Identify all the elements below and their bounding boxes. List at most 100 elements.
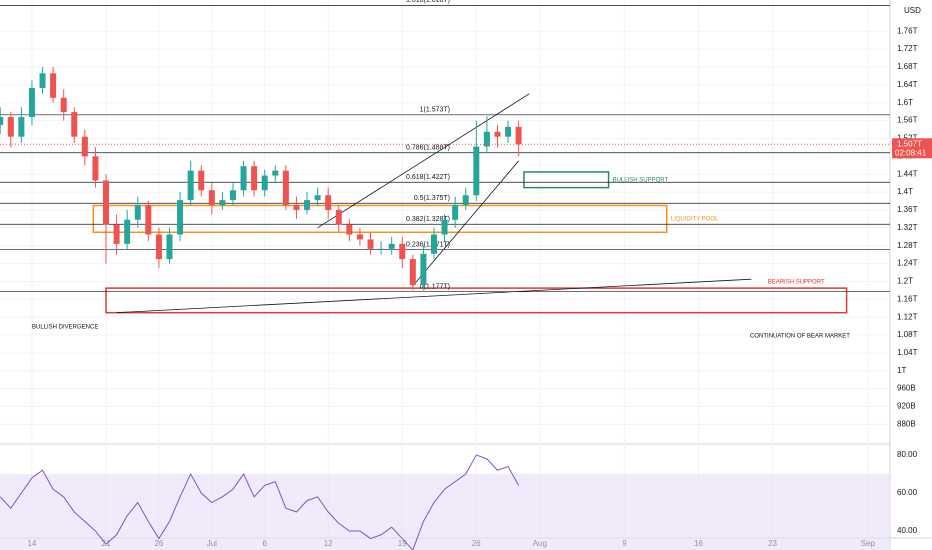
- zone-label: BULLISH SUPPORT: [613, 177, 669, 183]
- candle-body: [187, 170, 194, 201]
- candle-body: [452, 205, 459, 220]
- candle-body: [293, 205, 300, 210]
- candle-body: [399, 243, 406, 260]
- candle-body: [60, 97, 67, 113]
- candle-body: [282, 170, 289, 206]
- rsi-band: [0, 474, 890, 550]
- y-tick-label: 1.44T: [897, 169, 918, 178]
- y-tick-label: 960B: [897, 384, 916, 393]
- y-tick-label: 1.68T: [897, 62, 918, 71]
- y-tick-label: 1.32T: [897, 223, 918, 232]
- y-tick-label: 60.00: [897, 488, 918, 497]
- annotation: BULLISH DIVERGENCE: [32, 325, 98, 331]
- y-tick-label: 1.52T: [897, 134, 918, 143]
- candle-body: [346, 224, 353, 235]
- y-tick-label: 80.00: [897, 450, 918, 459]
- candle-body: [71, 112, 78, 137]
- candle-body: [81, 136, 88, 157]
- fib-label: 0.618(1.422T): [406, 174, 450, 181]
- candle-body: [388, 243, 395, 249]
- candle-body: [198, 170, 205, 191]
- candle-body: [103, 180, 110, 225]
- zone: [105, 287, 848, 314]
- candle-body: [251, 166, 258, 191]
- candle-body: [28, 87, 35, 118]
- countdown: 02:08:41: [895, 148, 927, 157]
- y-tick-label: 1.6T: [897, 98, 913, 107]
- y-tick-label: 1.2T: [897, 277, 913, 286]
- candle-body: [50, 73, 57, 98]
- y-tick-label: 1.36T: [897, 205, 918, 214]
- candle-body: [229, 190, 236, 201]
- candle-body: [367, 239, 374, 249]
- candle-body: [240, 166, 247, 191]
- candle-body: [219, 200, 226, 206]
- y-tick-label: 1.08T: [897, 330, 918, 339]
- candle-body: [430, 234, 437, 254]
- candle-body: [335, 209, 342, 225]
- candle-body: [208, 190, 215, 206]
- candle-body: [272, 170, 279, 176]
- y-tick-label: 1.16T: [897, 294, 918, 303]
- y-tick-label: 1.4T: [897, 187, 913, 196]
- trend-line: [317, 93, 530, 229]
- last-price-box: [892, 138, 932, 159]
- trend-line: [116, 278, 752, 314]
- candle-body: [39, 73, 46, 88]
- candle-body: [494, 131, 501, 137]
- candle-body: [505, 126, 512, 137]
- fib-label: 0(1.177T): [420, 284, 450, 291]
- candle-body: [515, 126, 522, 145]
- candle-body: [155, 234, 162, 260]
- candle-body: [0, 117, 4, 126]
- candle-body: [420, 253, 427, 285]
- currency: USD: [904, 6, 921, 15]
- y-tick-label: 1.12T: [897, 312, 918, 321]
- candle-body: [124, 219, 131, 244]
- y-tick-label: 1.28T: [897, 241, 918, 250]
- fib-label: 0.786(1.488T): [406, 145, 450, 152]
- candle-body: [483, 131, 490, 147]
- zone: [523, 171, 610, 189]
- y-tick-label: 920B: [897, 402, 916, 411]
- y-tick-label: 1.64T: [897, 80, 918, 89]
- candle-body: [356, 234, 363, 240]
- candle-body: [166, 234, 173, 260]
- fib-label: 1(1.573T): [420, 107, 450, 114]
- zone-label: BEARISH SUPPORT: [768, 280, 825, 286]
- candle-body: [325, 195, 332, 210]
- candle-body: [304, 200, 311, 210]
- y-tick-label: 880B: [897, 419, 916, 428]
- last-price-label: 1.507T: [897, 139, 922, 148]
- y-tick-label: 1.72T: [897, 44, 918, 53]
- zone-label: LIQUIDITY POOL: [671, 216, 719, 222]
- candle-body: [473, 146, 480, 196]
- candle-body: [134, 205, 141, 220]
- candle-body: [7, 117, 14, 137]
- candle-body: [314, 195, 321, 201]
- y-tick-label: 1.24T: [897, 259, 918, 268]
- candle-body: [441, 219, 448, 235]
- candle-body: [113, 224, 120, 244]
- fib-label: 0.382(1.328T): [406, 216, 450, 223]
- y-tick-label: 40.00: [897, 526, 918, 535]
- y-tick-label: 1.56T: [897, 116, 918, 125]
- zone: [92, 204, 668, 234]
- candle-body: [409, 259, 416, 285]
- fib-label: 0.236(1.271T): [406, 242, 450, 249]
- candle-body: [378, 248, 385, 250]
- rsi-line: [0, 454, 520, 550]
- candle-body: [18, 117, 25, 137]
- trend-line: [412, 160, 519, 287]
- y-tick-label: 1.76T: [897, 26, 918, 35]
- fib-label: 1.618(1.818T): [406, 0, 450, 4]
- y-tick-label: 1T: [897, 366, 906, 375]
- y-tick-label: 1.04T: [897, 348, 918, 357]
- fib-label: 0.5(1.375T): [414, 195, 450, 202]
- candle-body: [92, 156, 99, 181]
- annotation: CONTINUATION OF BEAR MARKET: [750, 334, 850, 340]
- candle-body: [261, 175, 268, 191]
- candle-body: [177, 200, 184, 235]
- candle-body: [462, 195, 469, 206]
